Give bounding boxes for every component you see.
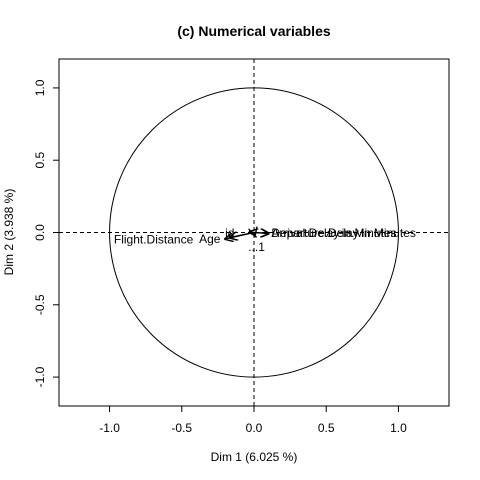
variable-label: Age — [199, 232, 221, 246]
reference-lines — [59, 59, 449, 406]
variable-labels: Flight.Distance Age id Departure.Delay.in.M… — [114, 226, 416, 254]
y-axis-label: Dim 2 (3.938 %) — [2, 189, 16, 276]
variable-label: Arrival.Delay.in.Minutes — [271, 226, 396, 240]
y-tick-label: -0.5 — [33, 294, 47, 315]
y-tick-label: 0.5 — [33, 152, 47, 169]
y-tick-label: 0.0 — [33, 224, 47, 241]
variable-label: id — [225, 226, 234, 240]
x-tick-label: -0.5 — [171, 421, 192, 435]
unit-circle — [109, 87, 399, 378]
y-tick-label: 1.0 — [33, 79, 47, 96]
x-tick-label: -1.0 — [99, 421, 120, 435]
x-axis-label: Dim 1 (6.025 %) — [211, 450, 298, 464]
variable-arrow — [250, 232, 254, 233]
variable-arrow — [254, 233, 255, 236]
variable-label: Departure.Delay.in.Minutes — [271, 226, 416, 240]
variable-label: ...1 — [248, 240, 265, 254]
y-tick-label: -1.0 — [33, 366, 47, 387]
chart-title: (c) Numerical variables — [177, 23, 331, 39]
x-tick-label: 0.5 — [318, 421, 335, 435]
unit-circle-layer — [109, 87, 399, 378]
x-axis: -1.0 -0.5 0.0 0.5 1.0 — [99, 405, 407, 435]
x-tick-label: 1.0 — [390, 421, 407, 435]
y-axis: -1.0 -0.5 0.0 0.5 1.0 — [33, 79, 60, 387]
x-tick-label: 0.0 — [246, 421, 263, 435]
variable-arrows — [225, 232, 268, 239]
variable-label: Flight.Distance — [114, 233, 194, 247]
